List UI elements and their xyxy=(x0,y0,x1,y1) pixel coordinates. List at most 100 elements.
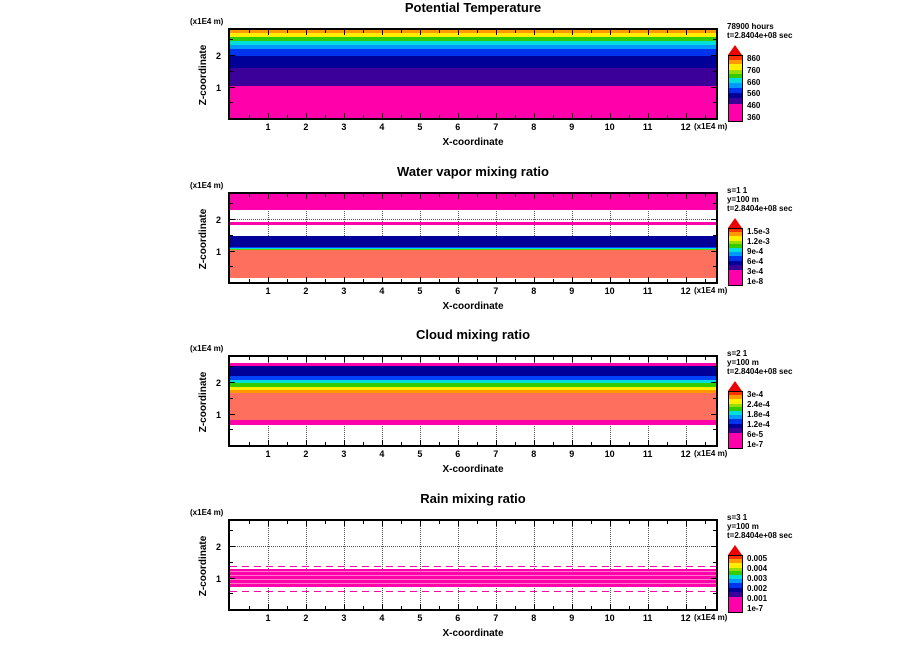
colorbar-label: 560 xyxy=(747,89,761,99)
x-major-tick xyxy=(647,440,649,445)
x-major-tick xyxy=(457,440,459,445)
x-major-tick xyxy=(305,357,307,362)
annotation-line: y=100 m xyxy=(727,358,759,367)
x-major-tick xyxy=(571,440,573,445)
annotation-block: s=2 1 y=100 m t=2.8404e+08 sec xyxy=(727,349,792,376)
annotation-line: y=100 m xyxy=(727,522,759,531)
x-major-tick xyxy=(571,113,573,118)
x-minor-tick xyxy=(400,357,402,360)
colorbar-segment xyxy=(729,56,742,60)
contour-band xyxy=(230,49,716,56)
x-major-tick xyxy=(685,440,687,445)
colorbar-segment xyxy=(729,556,742,560)
colorbar-gradient xyxy=(728,228,743,286)
x-minor-tick xyxy=(362,30,364,33)
x-minor-tick xyxy=(628,115,630,118)
x-minor-tick xyxy=(590,606,592,609)
plot-area xyxy=(228,355,718,447)
x-major-tick xyxy=(267,113,269,118)
colorbar xyxy=(728,45,743,122)
x-minor-tick xyxy=(438,279,440,282)
x-major-tick xyxy=(685,113,687,118)
grid-line-horizontal xyxy=(230,546,716,548)
colorbar-label: 0.003 xyxy=(747,574,768,583)
x-minor-tick xyxy=(248,115,250,118)
x-tick-label: 11 xyxy=(642,613,653,623)
x-minor-tick xyxy=(704,357,706,360)
contour-band xyxy=(230,386,716,390)
x-minor-tick xyxy=(628,606,630,609)
colorbar-segment xyxy=(729,104,742,121)
colorbar-label: 9e-4 xyxy=(747,247,764,256)
x-minor-tick xyxy=(552,357,554,360)
x-tick-label: 4 xyxy=(379,613,385,623)
contour-band xyxy=(230,246,716,249)
x-tick-label: 11 xyxy=(642,449,653,459)
x-major-tick xyxy=(571,194,573,199)
x-major-tick xyxy=(381,277,383,282)
x-major-tick xyxy=(495,113,497,118)
x-minor-tick xyxy=(628,279,630,282)
x-minor-tick xyxy=(476,442,478,445)
colorbar-segment xyxy=(729,571,742,575)
x-tick-label: 3 xyxy=(341,449,347,459)
x-minor-tick xyxy=(514,194,516,197)
x-minor-tick xyxy=(324,442,326,445)
x-minor-tick xyxy=(324,357,326,360)
y-minor-tick xyxy=(230,593,233,595)
x-major-tick xyxy=(533,277,535,282)
x-tick-label: 10 xyxy=(604,613,615,623)
annotation-line: 78900 hours xyxy=(727,22,774,31)
x-minor-tick xyxy=(248,357,250,360)
x-major-tick xyxy=(647,113,649,118)
x-minor-tick xyxy=(286,115,288,118)
x-major-tick xyxy=(533,604,535,609)
colorbar-segment xyxy=(729,256,742,261)
colorbar-label: 860 xyxy=(747,54,761,63)
contour-band xyxy=(230,362,716,366)
colorbar-segment xyxy=(729,423,742,429)
contour-band xyxy=(230,248,716,250)
x-major-tick xyxy=(685,194,687,199)
annotation-line: s=2 1 xyxy=(727,349,748,358)
x-tick-label: 7 xyxy=(493,286,499,296)
x-minor-tick xyxy=(704,521,706,524)
x-axis-label: X-coordinate xyxy=(442,464,504,475)
colorbar-label: 6e-4 xyxy=(747,257,764,266)
x-minor-tick xyxy=(286,30,288,33)
x-major-tick xyxy=(267,440,269,445)
x-major-tick xyxy=(267,30,269,35)
x-minor-tick xyxy=(400,521,402,524)
contour-band xyxy=(230,365,716,376)
chart-title: Cloud mixing ratio xyxy=(415,327,531,342)
colorbar-segment xyxy=(729,403,742,408)
colorbar-label: 0.001 xyxy=(747,594,768,603)
colorbar xyxy=(728,381,743,449)
x-major-tick xyxy=(419,521,421,526)
x-minor-tick xyxy=(248,30,250,33)
x-axis-label: X-coordinate xyxy=(442,628,504,639)
x-minor-tick xyxy=(286,194,288,197)
colorbar-label: 360 xyxy=(747,112,761,122)
contour-band xyxy=(230,383,716,387)
x-tick-label: 12 xyxy=(680,449,691,459)
x-major-tick xyxy=(609,604,611,609)
x-major-tick xyxy=(381,30,383,35)
x-major-tick xyxy=(495,30,497,35)
annotation-line: t=2.8404e+08 sec xyxy=(727,367,793,376)
x-major-tick xyxy=(457,357,459,362)
x-minor-tick xyxy=(400,442,402,445)
colorbar-label: 1.5e-3 xyxy=(747,227,770,236)
x-minor-tick xyxy=(514,442,516,445)
x-minor-tick xyxy=(666,606,668,609)
x-tick-label: 9 xyxy=(569,613,575,623)
y-tick-label: 1 xyxy=(215,573,221,584)
x-major-tick xyxy=(533,194,535,199)
x-major-tick xyxy=(457,277,459,282)
colorbar-segment xyxy=(729,260,742,266)
colorbar-label: 0.002 xyxy=(747,584,768,593)
x-tick-labels: 1 2 3 4 5 6 7 8 9 10 11 12 xyxy=(230,122,716,132)
y-major-tick xyxy=(230,55,235,57)
x-major-tick xyxy=(381,440,383,445)
